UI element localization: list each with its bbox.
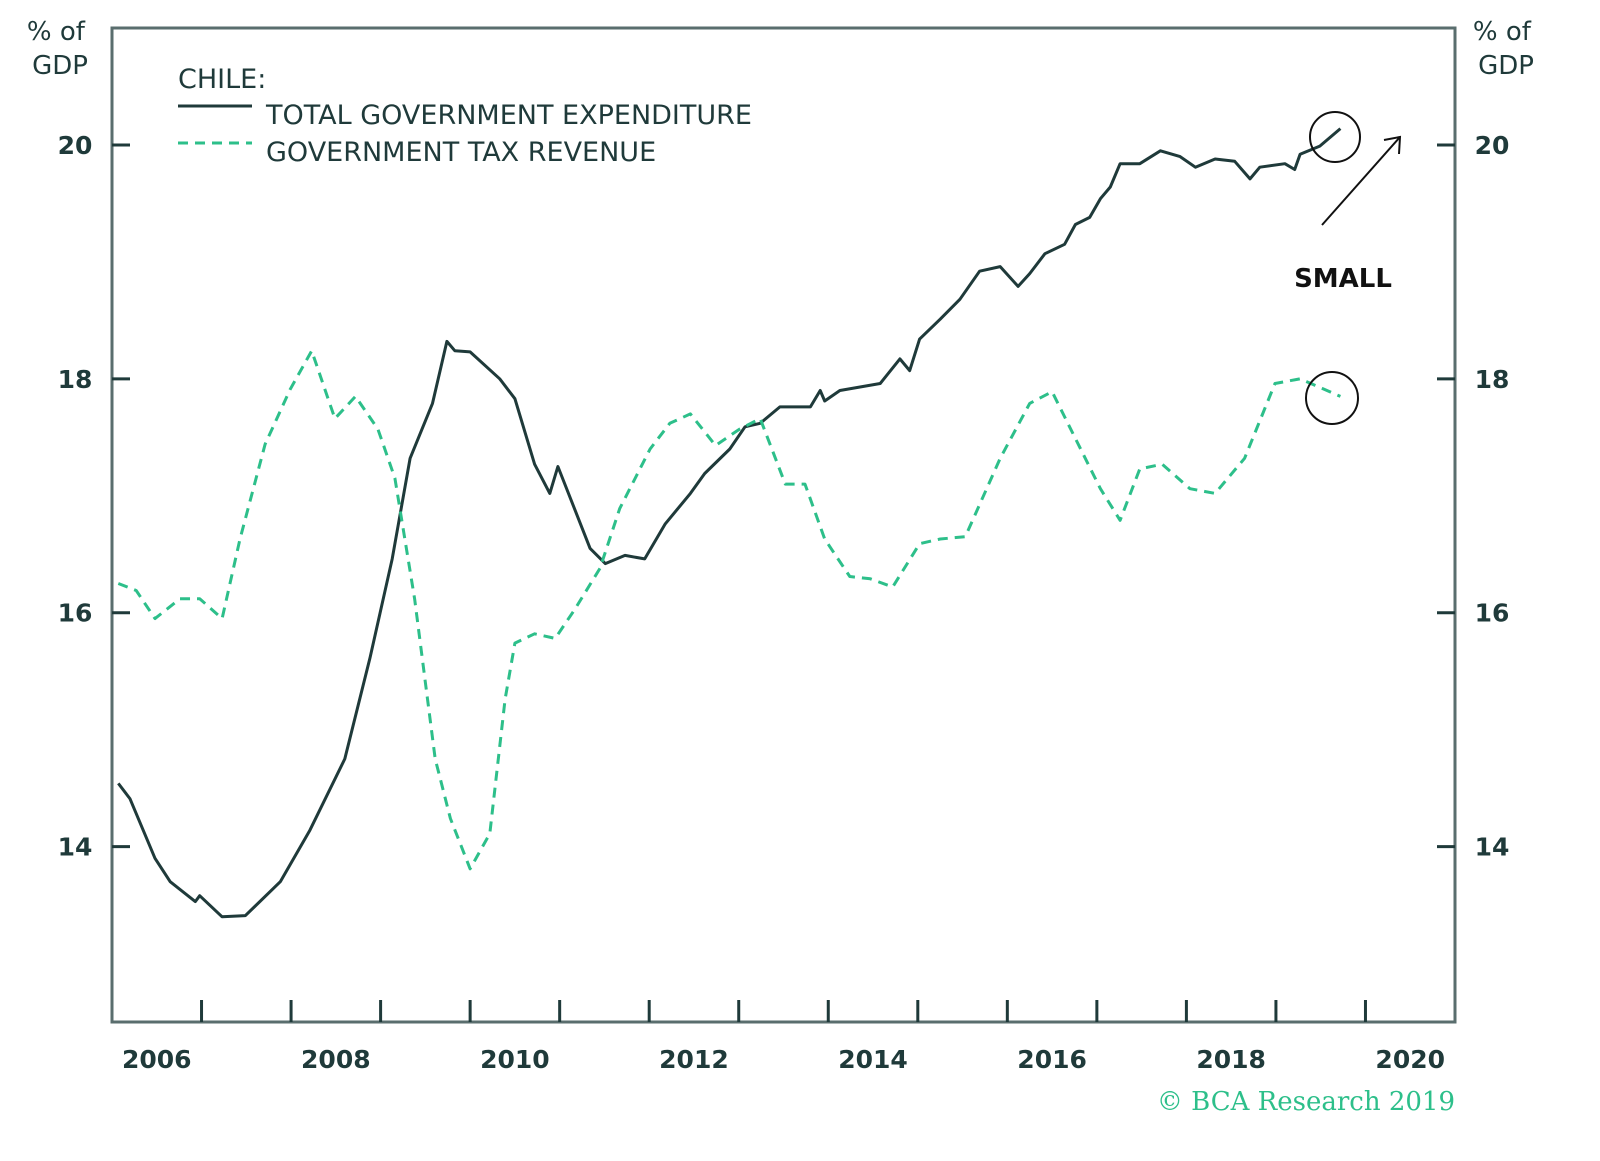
x-tick-label: 2010 <box>480 1045 550 1074</box>
y-axis-label-right: % of GDP <box>1473 17 1539 81</box>
x-tick-label: 2016 <box>1017 1045 1087 1074</box>
credit: © BCA Research 2019 <box>1157 1087 1455 1117</box>
annotation-small: SMALL <box>1294 264 1392 294</box>
y-tick-label-left: 16 <box>58 599 93 628</box>
y-tick-label-left: 14 <box>58 833 93 862</box>
x-tick-label: 2020 <box>1375 1045 1445 1074</box>
plot-frame <box>110 26 1457 1024</box>
annotations: SMALL <box>1294 111 1402 425</box>
legend: CHILE: TOTAL GOVERNMENT EXPENDITURE GOVE… <box>178 64 752 168</box>
x-tick-label: 2006 <box>122 1045 192 1074</box>
series-line-expenditure <box>117 127 1342 919</box>
x-tick-label: 2008 <box>301 1045 371 1074</box>
annotation-circle-tax <box>1305 371 1359 425</box>
y-tick-label-right: 18 <box>1475 365 1510 394</box>
y-tick-label-left: 18 <box>58 365 93 394</box>
series-line-tax <box>117 349 1342 871</box>
legend-label-tax: GOVERNMENT TAX REVENUE <box>266 137 656 168</box>
x-tick-label: 2012 <box>659 1045 729 1074</box>
y-tick-label-right: 16 <box>1475 599 1510 628</box>
legend-title: CHILE: <box>178 64 266 95</box>
arrow-up-right-icon <box>1321 135 1402 226</box>
y-axis-label-left: % of GDP <box>27 17 93 81</box>
x-tick-label: 2018 <box>1196 1045 1266 1074</box>
y-tick-label-right: 14 <box>1475 833 1510 862</box>
x-tick-label: 2014 <box>838 1045 908 1074</box>
y-tick-label-right: 20 <box>1475 131 1510 160</box>
y-tick-label-left: 20 <box>58 131 93 160</box>
y-axis-label-left-text: % of <box>27 17 86 47</box>
legend-label-expenditure: TOTAL GOVERNMENT EXPENDITURE <box>265 100 752 131</box>
annotation-circle-expenditure <box>1309 111 1361 163</box>
